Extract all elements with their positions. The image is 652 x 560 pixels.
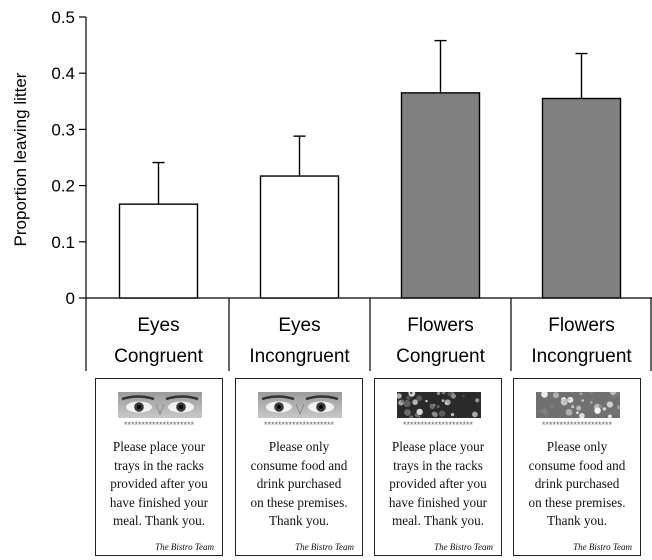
flowers-photo-icon bbox=[536, 389, 621, 419]
star-divider: ******************** bbox=[541, 420, 613, 430]
sign-card: ******************** Please place your tra… bbox=[374, 378, 502, 556]
sign-message: Please place your trays in the racks provi… bbox=[379, 438, 497, 531]
sign-message-line: consume food and bbox=[528, 457, 626, 473]
eyes-photo-icon bbox=[258, 392, 342, 418]
sign-message-line: provided after you bbox=[389, 476, 487, 492]
sign-signature: The Bistro Team bbox=[434, 542, 493, 552]
y-tick-label: 0.1 bbox=[51, 233, 75, 252]
sign-message-line: consume food and bbox=[250, 457, 348, 473]
sign-message: Please only consume food and drink purchas… bbox=[518, 438, 636, 531]
sign-message-line: drink purchased bbox=[534, 476, 620, 492]
bar bbox=[400, 92, 481, 299]
star-divider: ******************** bbox=[402, 420, 474, 430]
category-label: Flowers bbox=[548, 315, 615, 336]
sign-message-line: trays in the racks bbox=[114, 457, 204, 473]
sign-signature: The Bistro Team bbox=[295, 542, 354, 552]
sign-card: ******************** Please only consume f… bbox=[235, 378, 363, 556]
bar-chart: 0 0.1 0.2 0.3 0.4 0.5 Proportion leaving litte… bbox=[11, 8, 652, 371]
sign-message: Please place your trays in the racks provi… bbox=[100, 438, 218, 531]
bar bbox=[259, 175, 340, 299]
sign-message-line: provided after you bbox=[110, 476, 208, 492]
sign-message-line: Thank you. bbox=[546, 513, 608, 529]
sign-message: Please only consume food and drink purchas… bbox=[240, 438, 358, 531]
eyes-photo-icon bbox=[118, 392, 202, 418]
sign-message-line: Please place your bbox=[391, 439, 485, 454]
sign-message-line: Please only bbox=[546, 439, 608, 454]
sign-card: ******************** Please only consume f… bbox=[513, 378, 641, 556]
sign-message-line: have finished your bbox=[388, 494, 488, 510]
sign-message-line: on these premises. bbox=[250, 494, 348, 510]
sign-message-line: drink purchased bbox=[256, 476, 342, 492]
bar bbox=[541, 97, 622, 299]
sign-message-line: meal. Thank you. bbox=[112, 513, 206, 529]
sign-message-line: Thank you. bbox=[268, 513, 330, 529]
sign-message-line: Please place your bbox=[112, 439, 206, 454]
y-axis-label: Proportion leaving litter bbox=[11, 72, 30, 246]
sign-message-line: meal. Thank you. bbox=[391, 513, 485, 529]
sign-message-line: have finished your bbox=[109, 494, 209, 510]
sign-message-line: trays in the racks bbox=[393, 457, 483, 473]
star-divider: ******************** bbox=[123, 420, 195, 430]
sign-card: ******************** Please place your tra… bbox=[95, 378, 223, 556]
category-label: Congruent bbox=[114, 346, 203, 367]
category-label: Incongruent bbox=[531, 346, 632, 367]
sign-signature: The Bistro Team bbox=[155, 542, 214, 552]
y-tick-label: 0.2 bbox=[51, 177, 75, 196]
y-tick-label: 0.3 bbox=[51, 120, 75, 139]
category-label: Eyes bbox=[137, 315, 179, 336]
y-tick-label: 0.4 bbox=[51, 64, 75, 83]
category-label: Flowers bbox=[407, 315, 474, 336]
category-label: Congruent bbox=[396, 346, 485, 367]
sign-message-line: on these premises. bbox=[528, 494, 626, 510]
category-label: Incongruent bbox=[249, 346, 350, 367]
bar bbox=[118, 203, 199, 299]
category-label: Eyes bbox=[278, 315, 320, 336]
sign-signature: The Bistro Team bbox=[573, 542, 632, 552]
flowers-photo-icon bbox=[396, 389, 481, 420]
sign-message-line: Please only bbox=[268, 439, 330, 454]
star-divider: ******************** bbox=[263, 420, 335, 430]
y-tick-label: 0 bbox=[66, 289, 75, 308]
y-tick-label: 0.5 bbox=[51, 8, 75, 27]
